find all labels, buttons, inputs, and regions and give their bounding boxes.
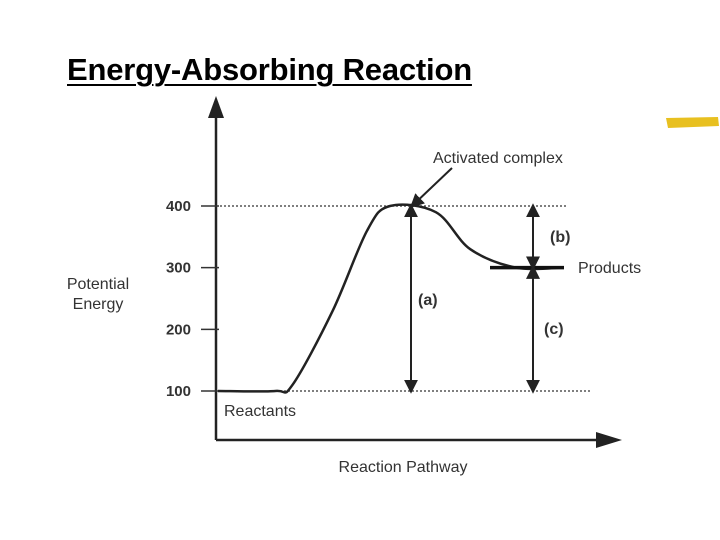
y-tick-label: 400 <box>166 198 191 215</box>
y-tick-label: 300 <box>166 260 191 277</box>
products-label: Products <box>578 260 641 277</box>
highlighter-mark <box>666 117 719 128</box>
slide-title: Energy-Absorbing Reaction <box>67 52 472 87</box>
label-c: (c) <box>544 321 564 338</box>
y-axis-arrow <box>208 96 224 118</box>
y-tick-label: 200 <box>166 321 191 338</box>
x-axis-arrow <box>596 432 622 448</box>
reactants-label: Reactants <box>224 403 296 420</box>
y-axis-label: Potential Energy <box>67 276 129 313</box>
label-a: (a) <box>418 292 438 309</box>
energy-curve <box>217 203 563 394</box>
y-tick-label: 100 <box>166 383 191 400</box>
x-axis-label: Reaction Pathway <box>339 459 468 476</box>
label-b: (b) <box>550 229 570 246</box>
reference-lines <box>220 205 590 392</box>
y-ticks: 100 200 300 400 <box>166 198 219 400</box>
activated-complex-label: Activated complex <box>433 150 563 167</box>
activated-complex-pointer <box>409 167 453 208</box>
